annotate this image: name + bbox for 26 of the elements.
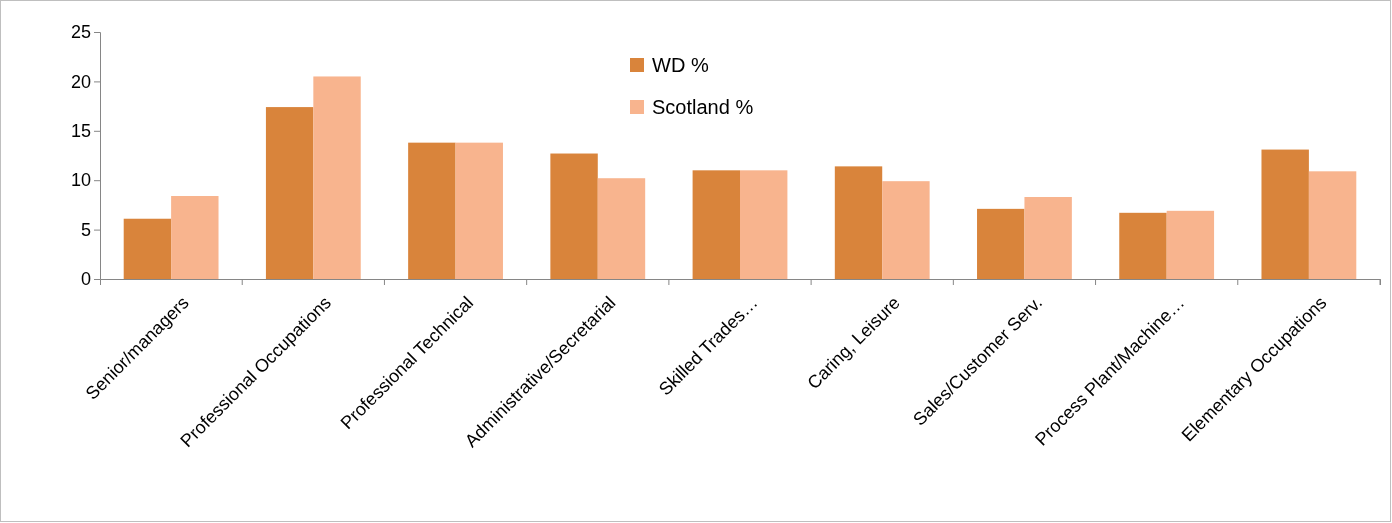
y-tick-label: 10: [70, 170, 91, 191]
bar: [408, 142, 456, 279]
y-tick-label: 5: [80, 219, 91, 240]
bar: [1119, 212, 1167, 279]
y-tick-label: 20: [70, 71, 91, 92]
bar: [265, 107, 314, 279]
bar: [834, 166, 883, 279]
bar: [1308, 171, 1357, 279]
legend-label: Scotland %: [652, 96, 754, 118]
y-tick-label: 0: [80, 269, 91, 290]
bar: [1166, 210, 1215, 279]
bar: [1024, 197, 1072, 279]
bar: [597, 178, 646, 279]
bar: [455, 142, 503, 279]
bar: [1261, 149, 1309, 279]
bar: [740, 170, 788, 279]
legend-label: WD %: [652, 54, 709, 76]
bar: [550, 153, 598, 279]
bar: [313, 76, 361, 279]
bar: [882, 181, 930, 279]
bar: [123, 218, 172, 279]
bar: [692, 170, 740, 279]
bar: [171, 196, 219, 279]
y-tick-label: 25: [70, 22, 91, 43]
bar: [977, 208, 1025, 279]
y-tick-label: 15: [70, 121, 91, 142]
